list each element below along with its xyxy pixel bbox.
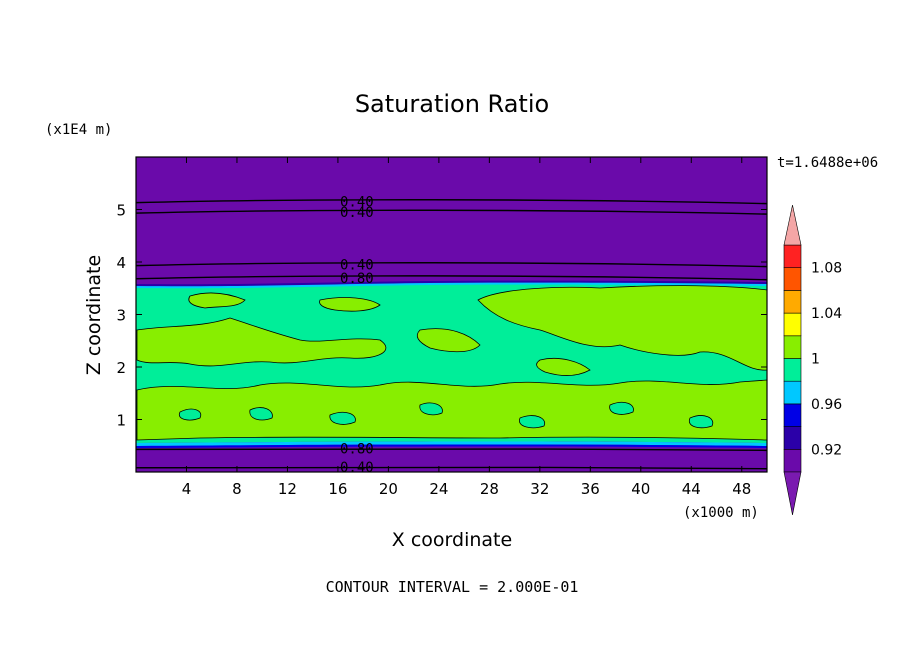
- x-axis-label: X coordinate: [392, 529, 512, 551]
- x-tick-label: 16: [328, 480, 347, 498]
- y-tick-label: 5: [116, 202, 126, 220]
- x-tick-label: 24: [429, 480, 448, 498]
- contour-line: [136, 199, 767, 205]
- contour-label: 0.40: [340, 258, 374, 274]
- colorbar-swatch: [783, 312, 802, 337]
- colorbar-swatch: [783, 380, 802, 405]
- colorbar-swatch: [783, 426, 802, 450]
- chart-title: Saturation Ratio: [355, 90, 549, 118]
- x-tick-label: 48: [732, 480, 751, 498]
- colorbar-swatch: [783, 267, 802, 291]
- y-tick-label: 2: [116, 359, 126, 377]
- colorbar-swatch: [783, 358, 802, 382]
- colorbar-swatch: [783, 448, 802, 473]
- green-patches: [136, 285, 767, 441]
- y-tick-label: 3: [116, 307, 126, 325]
- y-axis: 1 2 3 4 5: [116, 202, 767, 430]
- contour-line: [136, 209, 767, 215]
- x-tick-label: 20: [379, 480, 398, 498]
- contour-label: 0.40: [340, 205, 374, 221]
- colorbar-swatch: [783, 403, 802, 427]
- x-tick-label: 12: [278, 480, 297, 498]
- colorbar-label: 1.04: [811, 306, 842, 322]
- y-axis-label: Z coordinate: [83, 255, 105, 375]
- colorbar-low-arrow: [783, 471, 802, 516]
- x-tick-label: 4: [182, 480, 192, 498]
- contour-line: [136, 275, 767, 281]
- y-tick-label: 1: [116, 412, 126, 430]
- contour-label: 0.80: [340, 271, 374, 287]
- contour-lines: 0.400.400.400.800.800.40: [136, 195, 767, 476]
- colorbar-swatch: [783, 335, 802, 359]
- x-tick-label: 32: [530, 480, 549, 498]
- colorbar-label: 1.08: [811, 261, 842, 277]
- lower-edge-blue: [136, 444, 767, 448]
- colorbar-swatch: [783, 290, 802, 314]
- contour-label: 0.40: [340, 460, 374, 476]
- colorbar-label: 0.92: [811, 442, 842, 458]
- x-tick-label: 28: [480, 480, 499, 498]
- x-tick-label: 8: [232, 480, 242, 498]
- contour-interval-footer: CONTOUR INTERVAL = 2.000E-01: [326, 578, 579, 596]
- x-tick-label: 40: [631, 480, 650, 498]
- colorbar: 0.92 0.96 1 1.04 1.08: [783, 204, 842, 516]
- x-tick-label: 44: [682, 480, 701, 498]
- x-tick-label: 36: [581, 480, 600, 498]
- colorbar-swatch: [783, 244, 802, 269]
- colorbar-high-arrow: [783, 204, 802, 246]
- plot-area: 0.400.400.400.800.800.40: [136, 157, 767, 476]
- contour-line: [136, 262, 767, 268]
- y-tick-label: 4: [116, 254, 126, 272]
- time-label: t=1.6488e+06: [777, 155, 878, 171]
- contour-line: [136, 466, 767, 470]
- x-axis: 4 8 12 16 20 24 28 32 36 40 44 48: [182, 157, 751, 498]
- colorbar-label: 1: [811, 352, 820, 368]
- y-unit-label: (x1E4 m): [45, 122, 112, 138]
- contour-label: 0.40: [340, 195, 374, 211]
- contour-line: [136, 448, 767, 452]
- colorbar-label: 0.96: [811, 397, 842, 413]
- lower-edge-cyan: [136, 441, 767, 446]
- x-unit-label: (x1000 m): [683, 505, 759, 521]
- contour-label: 0.80: [340, 441, 374, 457]
